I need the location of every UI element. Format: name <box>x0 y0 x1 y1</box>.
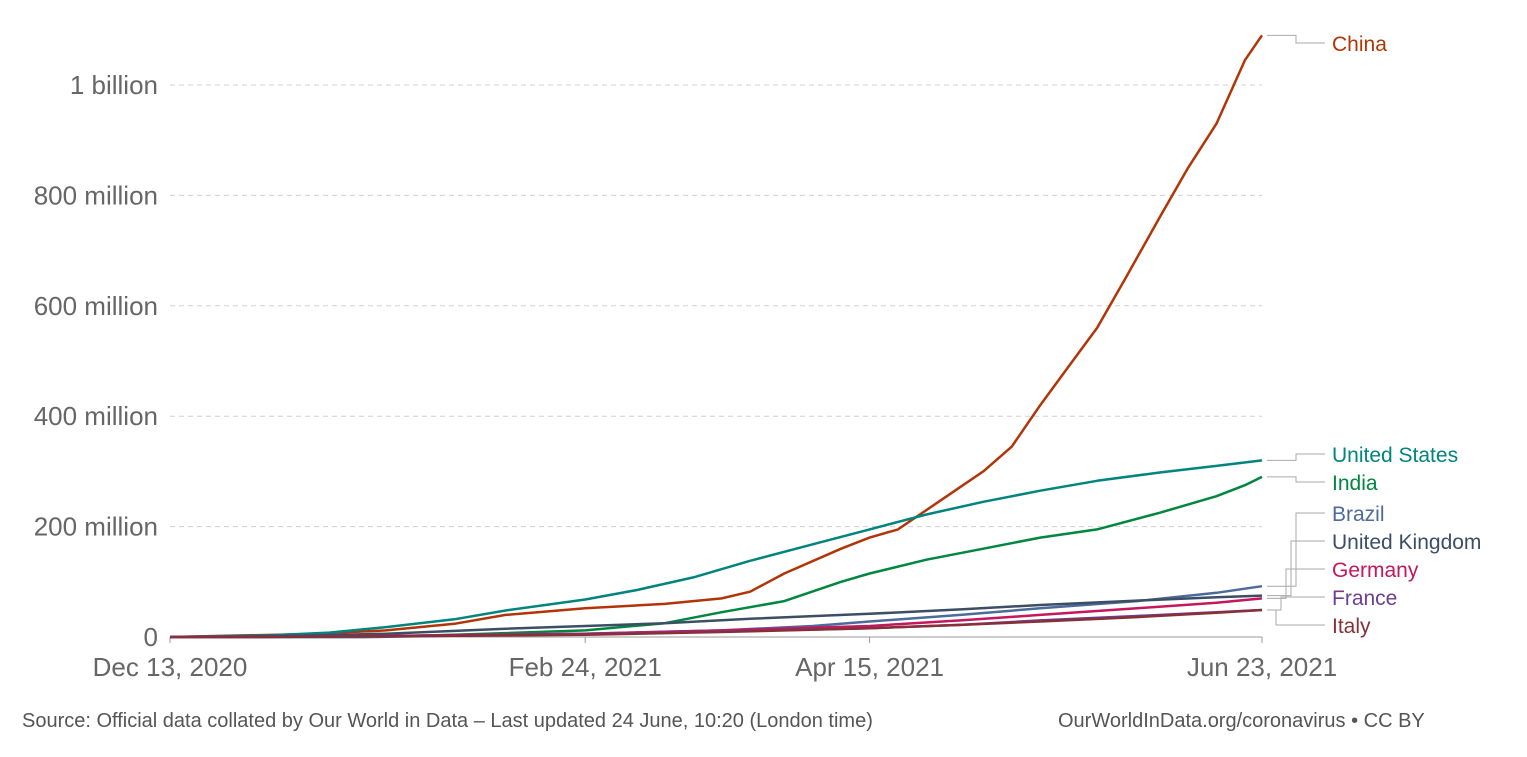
label-leader-line <box>1267 596 1325 611</box>
series-line <box>169 594 1263 639</box>
label-leader-line <box>1267 609 1325 626</box>
x-tick-label: Feb 24, 2021 <box>509 652 662 682</box>
series-label: France <box>1332 587 1397 610</box>
label-leader-line <box>1267 568 1325 599</box>
label-leader-line <box>1267 540 1325 597</box>
y-tick-label: 200 million <box>34 512 158 542</box>
label-leader-line <box>1267 453 1325 461</box>
y-tick-label: 1 billion <box>70 70 158 100</box>
series-label: United States <box>1332 444 1458 467</box>
series-labels: China United States India Brazil United King… <box>1267 33 1481 638</box>
x-tick-label: Dec 13, 2020 <box>93 652 248 682</box>
line-chart: 0 200 million 400 million 600 million 800 mi… <box>34 33 1482 682</box>
series-label: Germany <box>1332 559 1419 582</box>
x-tick-label: Apr 15, 2021 <box>795 652 944 682</box>
series-label: Italy <box>1332 615 1371 638</box>
y-tick-label: 600 million <box>34 291 158 321</box>
series-label: United Kingdom <box>1332 531 1481 554</box>
axes: 0 200 million 400 million 600 million 800 mi… <box>34 70 1337 682</box>
series-line <box>169 459 1263 639</box>
y-tick-label: 400 million <box>34 401 158 431</box>
series-lines <box>169 34 1264 639</box>
series-label: Brazil <box>1332 503 1385 526</box>
series-line <box>170 608 1263 639</box>
series-label: China <box>1332 33 1387 56</box>
y-tick-label: 0 <box>144 622 158 652</box>
y-tick-label: 800 million <box>34 180 158 210</box>
label-leader-line <box>1267 34 1325 44</box>
x-tick-label: Jun 23, 2021 <box>1187 652 1337 682</box>
series-label: India <box>1332 472 1378 495</box>
label-leader-line <box>1267 476 1325 483</box>
series-line <box>169 34 1264 639</box>
source-url: OurWorldInData.org/coronavirus • CC BY <box>1058 710 1425 732</box>
source-note: Source: Official data collated by Our Wo… <box>22 710 873 732</box>
grid-lines <box>170 84 1262 528</box>
label-leader-line <box>1267 512 1325 587</box>
series-line <box>170 475 1263 639</box>
